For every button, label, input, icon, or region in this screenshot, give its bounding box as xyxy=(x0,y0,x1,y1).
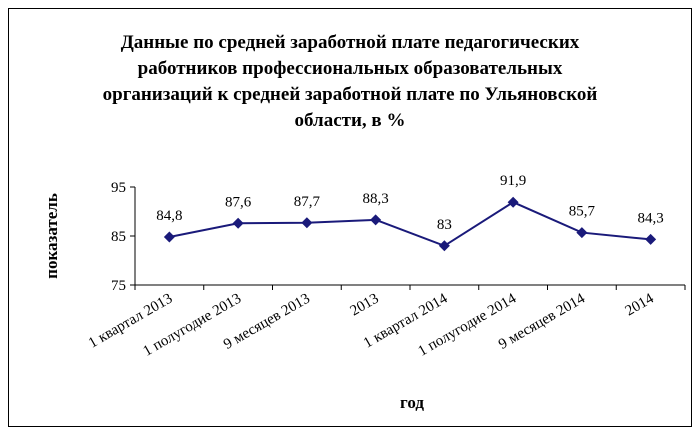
x-axis-title: год xyxy=(400,393,424,412)
y-tick-label: 95 xyxy=(111,180,126,196)
chart-title-line: работников профессиональных образователь… xyxy=(137,58,563,79)
data-point-marker xyxy=(438,240,450,252)
chart-frame xyxy=(8,8,692,427)
data-label: 84,8 xyxy=(156,208,182,224)
data-label: 87,7 xyxy=(294,194,321,210)
y-tick-label: 85 xyxy=(111,229,126,245)
data-label: 91,9 xyxy=(500,173,526,189)
data-point-marker xyxy=(507,196,519,208)
data-label: 85,7 xyxy=(569,204,596,220)
data-point-marker xyxy=(232,217,244,229)
data-point-marker xyxy=(370,214,382,226)
series-line xyxy=(169,201,651,247)
chart-title-line: организаций к средней заработной плате п… xyxy=(102,84,598,105)
data-point-marker xyxy=(301,217,313,229)
data-point-marker xyxy=(163,231,175,243)
y-tick-label: 75 xyxy=(111,278,126,294)
chart-title: Данные по средней заработной плате педаг… xyxy=(80,30,620,134)
chart-title-line: области, в % xyxy=(294,110,406,131)
data-label: 84,3 xyxy=(638,210,664,226)
data-label: 87,6 xyxy=(225,194,252,210)
chart-title-line: Данные по средней заработной плате педаг… xyxy=(120,32,580,53)
data-label: 83 xyxy=(437,217,452,233)
data-point-marker xyxy=(645,233,657,245)
data-label: 88,3 xyxy=(363,191,389,207)
x-tick-label: 2014 xyxy=(623,290,657,319)
x-tick-label: 2013 xyxy=(348,291,382,320)
y-axis-title: показатель xyxy=(42,193,61,279)
data-point-marker xyxy=(576,227,588,239)
